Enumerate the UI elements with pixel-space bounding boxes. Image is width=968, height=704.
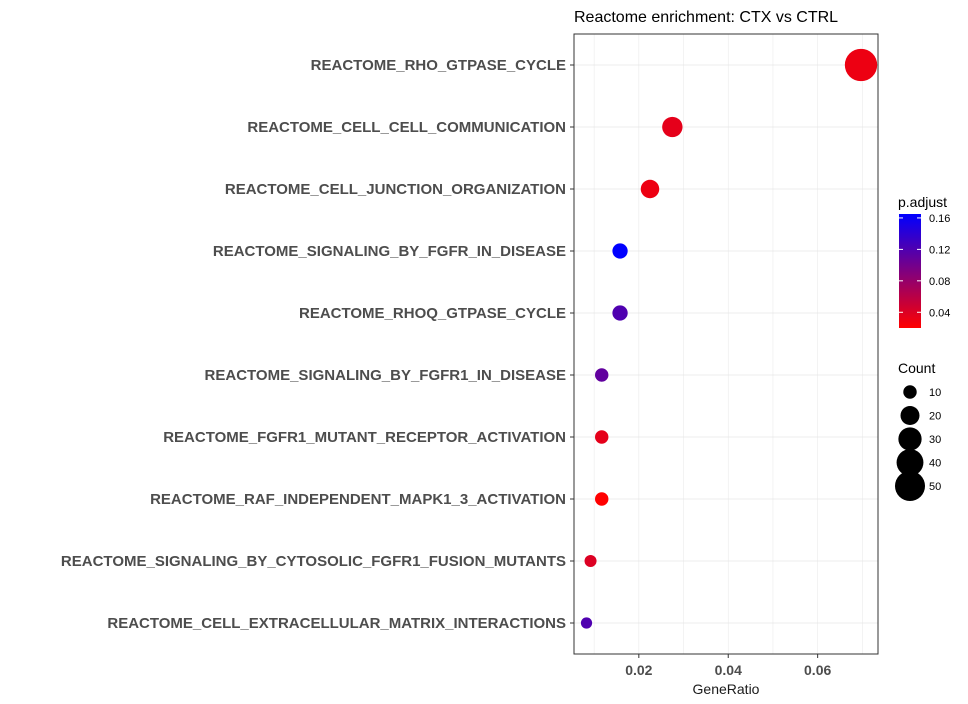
size-legend-label: 30: [929, 434, 941, 446]
y-tick-label: REACTOME_SIGNALING_BY_CYTOSOLIC_FGFR1_FU…: [61, 553, 566, 570]
data-point: [844, 48, 878, 82]
plot-panel: [574, 34, 878, 654]
y-tick-label: REACTOME_RHO_GTPASE_CYCLE: [311, 57, 566, 74]
data-point: [640, 179, 660, 199]
data-point: [584, 554, 597, 568]
x-tick-label: 0.06: [804, 662, 831, 678]
y-tick-label: REACTOME_RHOQ_GTPASE_CYCLE: [299, 305, 566, 322]
color-legend-label: 0.12: [929, 244, 950, 256]
data-point: [612, 243, 628, 259]
x-axis-title: GeneRatio: [693, 681, 760, 697]
data-point: [612, 305, 628, 321]
data-point: [595, 368, 609, 382]
size-legend-label: 10: [929, 387, 941, 399]
data-point: [595, 492, 609, 506]
color-legend-label: 0.08: [929, 276, 950, 288]
y-tick-label: REACTOME_SIGNALING_BY_FGFR1_IN_DISEASE: [205, 367, 566, 384]
color-legend: p.adjust 0.04 0.08 0.12 0.16: [898, 194, 950, 328]
chart-title: Reactome enrichment: CTX vs CTRL: [574, 9, 838, 26]
color-legend-title: p.adjust: [898, 194, 947, 210]
color-legend-bar: [899, 214, 921, 328]
size-legend-key: [894, 470, 926, 502]
color-legend-label: 0.04: [929, 307, 950, 319]
y-tick-label: REACTOME_CELL_CELL_COMMUNICATION: [247, 119, 566, 136]
size-legend-label: 40: [929, 458, 941, 470]
y-tick-label: REACTOME_CELL_JUNCTION_ORGANIZATION: [225, 181, 566, 198]
data-point: [662, 116, 683, 138]
y-tick-label: REACTOME_FGFR1_MUTANT_RECEPTOR_ACTIVATIO…: [163, 429, 566, 446]
size-legend-key: [896, 449, 924, 476]
size-legend-label: 50: [929, 481, 941, 493]
color-legend-ticks: 0.04 0.08 0.12 0.16: [899, 213, 950, 319]
x-tick-label: 0.04: [715, 662, 742, 678]
data-point: [580, 617, 593, 629]
plot-panel-border: [573, 33, 879, 655]
color-legend-label: 0.16: [929, 213, 950, 225]
x-axis: 0.02 0.04 0.06: [625, 654, 831, 678]
data-point: [595, 430, 609, 444]
size-legend-key: [903, 385, 917, 399]
y-tick-label: REACTOME_RAF_INDEPENDENT_MAPK1_3_ACTIVAT…: [150, 491, 566, 508]
size-legend-key: [898, 427, 922, 451]
y-tick-label: REACTOME_CELL_EXTRACELLULAR_MATRIX_INTER…: [107, 615, 566, 632]
y-tick-label: REACTOME_SIGNALING_BY_FGFR_IN_DISEASE: [213, 243, 566, 260]
size-legend-key: [900, 406, 920, 425]
grid-lines: [574, 34, 878, 654]
size-legend-title: Count: [898, 360, 935, 376]
y-axis-labels: REACTOME_RHO_GTPASE_CYCLE REACTOME_CELL_C…: [61, 57, 574, 632]
x-tick-label: 0.02: [625, 662, 652, 678]
data-points: [580, 48, 878, 629]
size-legend-label: 20: [929, 411, 941, 423]
size-legend: Count 10 20 30 40 50: [894, 360, 941, 502]
size-legend-items: 10 20 30 40 50: [894, 385, 941, 502]
